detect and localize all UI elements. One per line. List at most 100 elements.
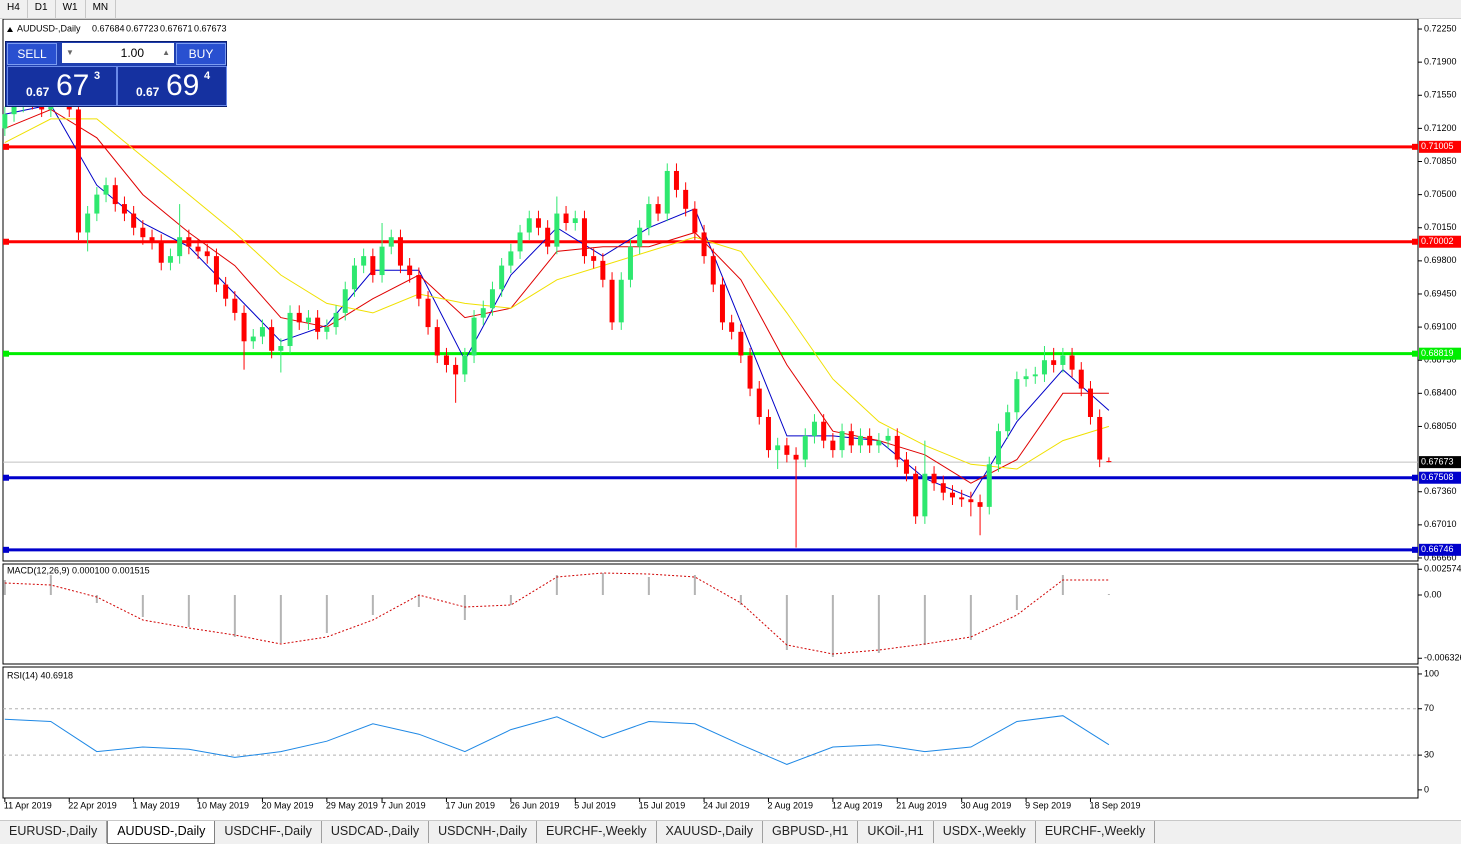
macd-histogram-bar: [325, 595, 328, 633]
macd-histogram-bar: [279, 595, 282, 643]
candle-body: [149, 237, 155, 242]
buy-button[interactable]: BUY: [176, 43, 226, 65]
candle-body: [664, 170, 670, 214]
macd-histogram-bar: [1107, 594, 1110, 595]
candle-body: [213, 256, 219, 285]
macd-histogram-bar: [877, 595, 880, 653]
y-tick-label: 0.67360: [1424, 486, 1457, 496]
chart-tab[interactable]: EURCHF-,Weekly: [1036, 821, 1156, 843]
chart-tab[interactable]: USDX-,Weekly: [934, 821, 1036, 843]
spin-up[interactable]: ▲: [162, 48, 170, 57]
x-tick-label: 26 Jun 2019: [510, 800, 560, 810]
timeframe-button[interactable]: W1: [56, 0, 86, 18]
price-tag: [1419, 235, 1461, 248]
chart-tab[interactable]: USDCHF-,Daily: [215, 821, 322, 843]
candle-body: [775, 445, 781, 451]
level-handle: [3, 546, 9, 553]
candle-body: [85, 213, 91, 233]
chart-tab[interactable]: GBPUSD-,H1: [763, 821, 859, 843]
sell-button[interactable]: SELL: [7, 43, 57, 65]
y-tick-label: 70: [1424, 703, 1434, 713]
y-tick-label: 0.70150: [1424, 222, 1457, 232]
candle-body: [1051, 360, 1057, 365]
candle-body: [572, 218, 578, 224]
candle-body: [177, 237, 183, 257]
ask-small: 4: [204, 70, 211, 82]
candle-body: [94, 194, 100, 214]
indicator-title: MACD(12,26,9) 0.000100 0.001515: [7, 565, 150, 575]
candle-body: [931, 473, 937, 484]
price-tag: [1419, 543, 1461, 556]
bid-price[interactable]: 0.67 67 3: [7, 66, 117, 106]
chart-tab[interactable]: UKOil-,H1: [858, 821, 934, 843]
spin-down[interactable]: ▼: [66, 48, 74, 57]
chart-tab[interactable]: EURCHF-,Weekly: [537, 821, 657, 843]
candle-body: [627, 246, 633, 280]
chart-tab[interactable]: AUDUSD-,Daily: [107, 821, 216, 844]
candle-body: [719, 284, 725, 323]
macd-histogram-bar: [923, 595, 926, 645]
candle-body: [867, 435, 873, 446]
timeframe-button[interactable]: MN: [86, 0, 117, 18]
candle-body: [480, 308, 486, 318]
chart-tab[interactable]: EURUSD-,Daily: [0, 821, 108, 843]
candle-body: [1041, 360, 1047, 375]
ohlc-value: 0.67671: [160, 23, 193, 33]
candle-body: [545, 227, 551, 247]
candle-body: [259, 327, 265, 337]
macd-histogram-bar: [693, 575, 696, 595]
level-handle: [1412, 143, 1418, 150]
x-tick-label: 20 May 2019: [261, 800, 313, 810]
y-tick-label: 0.69450: [1424, 288, 1457, 298]
candle-body: [11, 104, 17, 115]
y-tick-label: 0.71550: [1424, 90, 1457, 100]
price-tag-label: 0.67673: [1421, 456, 1454, 466]
macd-histogram-bar: [417, 595, 420, 607]
candle-body: [729, 322, 735, 332]
candle-body: [167, 256, 173, 263]
candle-body: [296, 312, 302, 323]
candle-body: [370, 256, 376, 276]
chart-tab[interactable]: XAUUSD-,Daily: [657, 821, 764, 843]
ask-big: 0.67: [136, 85, 160, 99]
candle-body: [784, 445, 790, 455]
candle-body: [121, 204, 127, 214]
x-tick-label: 1 May 2019: [133, 800, 180, 810]
y-tick-label: 0.71200: [1424, 123, 1457, 133]
candle-body: [922, 473, 928, 517]
candle-body: [517, 232, 523, 252]
candle-body: [333, 312, 339, 328]
candle-body: [1005, 412, 1011, 432]
price-tag: [1419, 456, 1461, 469]
macd-histogram-bar: [371, 595, 374, 615]
timeframe-button[interactable]: D1: [28, 0, 56, 18]
candle-body: [425, 298, 431, 328]
chart-tab[interactable]: USDCNH-,Daily: [429, 821, 538, 843]
x-tick-label: 9 Sep 2019: [1025, 800, 1071, 810]
candle-body: [821, 421, 827, 441]
timeframe-button[interactable]: H4: [0, 0, 28, 18]
candle-body: [940, 483, 946, 493]
price-tag-label: 0.67508: [1421, 472, 1454, 482]
timeframe-toolbar: H4 D1 W1 MN: [0, 0, 1461, 19]
candle-body: [802, 435, 808, 460]
candle-body: [526, 218, 532, 233]
ask-price[interactable]: 0.67 69 4: [117, 66, 227, 106]
ohlc-value: 0.67673: [194, 23, 227, 33]
candle-body: [278, 346, 284, 351]
candle-body: [250, 336, 256, 342]
candle-body: [600, 260, 606, 280]
candle-body: [738, 331, 744, 356]
volume-value: 1.00: [120, 46, 144, 60]
chart-tab[interactable]: USDCAD-,Daily: [322, 821, 430, 843]
macd-signal-line: [4, 572, 1109, 655]
macd-histogram-bar: [187, 595, 190, 627]
macd-histogram-bar: [49, 575, 52, 595]
volume-field[interactable]: ▼ 1.00 ▲: [62, 43, 174, 63]
candle-body: [416, 275, 422, 299]
candle-body: [673, 170, 679, 190]
x-tick-label: 17 Jun 2019: [445, 800, 495, 810]
y-tick-label: 0.72250: [1424, 23, 1457, 33]
candle-body: [462, 355, 468, 375]
candle-body: [747, 355, 753, 389]
